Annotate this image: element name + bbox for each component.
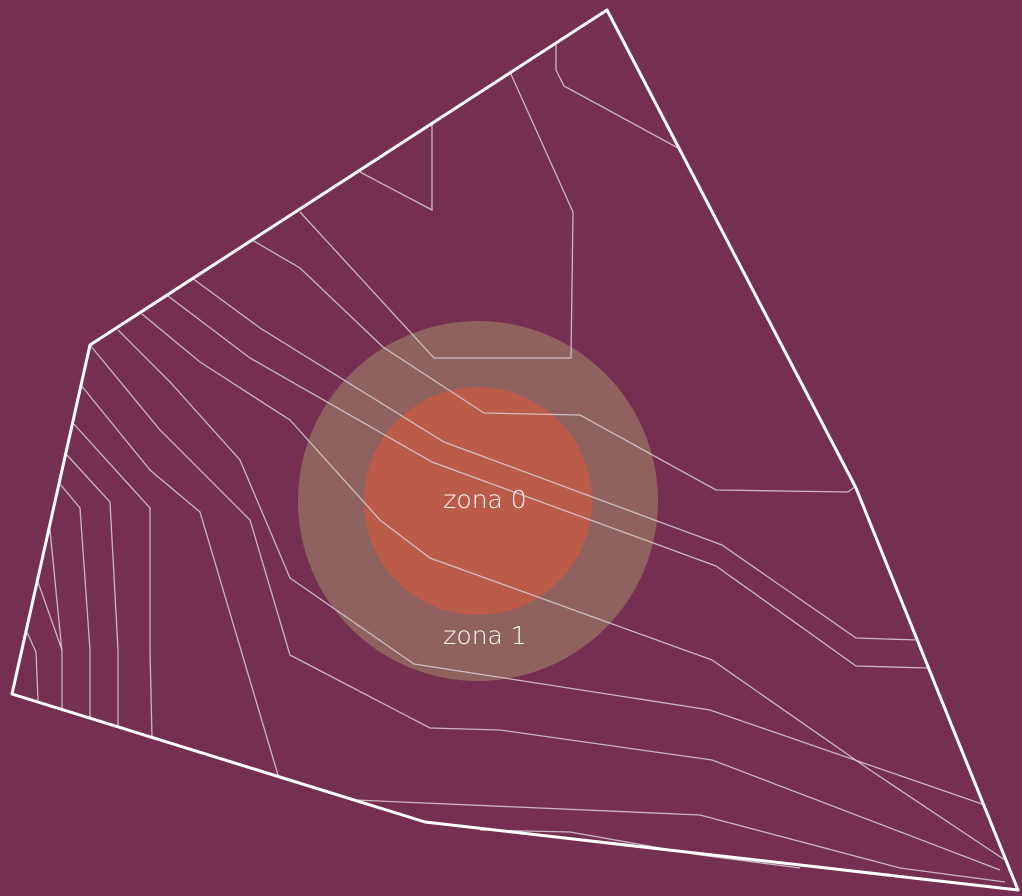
contour: [71, 421, 153, 739]
contour: [117, 329, 986, 806]
contour: [355, 799, 1006, 883]
contour: [359, 124, 433, 212]
contour: [167, 295, 929, 669]
contour: [141, 313, 1006, 861]
contour: [299, 71, 574, 359]
contour: [79, 383, 279, 776]
contour: [89, 344, 1001, 871]
contour: [37, 581, 63, 651]
contour: [251, 239, 857, 493]
contour: [65, 453, 119, 727]
contour: [479, 829, 801, 869]
contour-lines: [25, 42, 1006, 883]
contour: [59, 483, 91, 718]
contour: [25, 629, 39, 701]
contour: [49, 529, 63, 710]
zone-label: zona 0: [443, 485, 526, 514]
contour: [555, 42, 679, 149]
contour: [191, 277, 919, 641]
zone-label: zona 1: [443, 621, 526, 650]
zone-0-area: [364, 387, 592, 615]
site-boundary: [10, 8, 1020, 892]
